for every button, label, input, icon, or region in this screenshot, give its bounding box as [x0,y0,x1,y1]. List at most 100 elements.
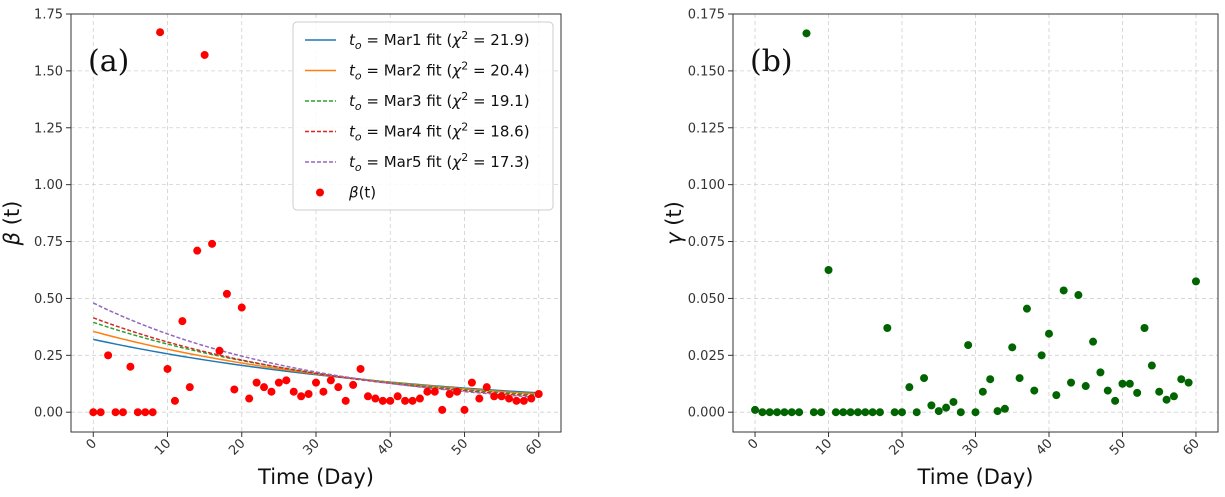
x-tick-label: 30 [960,436,982,458]
data-point [378,396,387,405]
data-point [1008,343,1017,352]
legend-mid: = Mar1 fit ( [362,31,453,49]
data-point [942,403,951,412]
data-point [475,394,484,403]
fit-line-series-4 [93,317,539,398]
data-point [817,408,826,417]
legend-t: t [349,123,356,141]
data-point [341,396,350,405]
x-tick-label: 0 [84,436,100,452]
legend-mid: = Mar4 fit ( [362,123,453,141]
data-point [438,405,447,414]
data-point [230,385,239,394]
data-point [141,408,150,417]
data-point [1037,351,1046,360]
data-point [934,407,943,416]
y-tick-label: 0.25 [34,349,63,364]
x-tick-label: 40 [1034,436,1056,458]
legend-chi: χ [451,31,462,49]
data-point [758,408,767,417]
legend-sub: o [355,131,362,144]
data-point [1059,286,1068,295]
data-point [104,351,113,360]
y-tick-label: 0.100 [688,178,725,193]
data-point [831,408,840,417]
data-point [363,392,372,401]
y-tick-label: 0.050 [688,292,725,307]
y-tick-label: 1.50 [34,64,63,79]
data-point [890,408,899,417]
data-point [824,265,833,274]
data-point [1155,387,1164,396]
data-point [267,387,276,396]
x-tick-label: 0 [745,436,761,452]
y-tick-label: 0.075 [688,235,725,250]
data-point [178,317,187,326]
legend-end: = 18.6) [468,123,529,141]
data-point [1125,379,1134,388]
x-tick-label: 50 [1107,436,1129,458]
panel-b: 0.000 0.025 0.050 0.075 0.100 0.125 0.150 0.175… [662,8,1219,489]
data-point [170,396,179,405]
legend-box [292,21,554,211]
y-axis-suffix: (t) [662,201,686,232]
data-point [423,387,432,396]
y-axis-symbol: β [0,232,24,246]
data-point [497,392,506,401]
legend-chi: χ [451,123,462,141]
y-tick-label: 1.00 [34,178,63,193]
data-point [993,407,1002,416]
data-point [787,408,796,417]
data-point [393,392,402,401]
data-point [846,408,855,417]
x-tick-label: 10 [813,436,835,458]
data-point [252,378,261,387]
data-point [490,392,499,401]
data-point [773,408,782,417]
data-point [208,239,217,248]
data-point [1096,368,1105,377]
data-point [1140,324,1149,333]
fit-line-series-5 [92,302,539,399]
y-tick-label: 0.125 [688,121,725,136]
legend-exp: 2 [461,29,468,42]
data-point [274,378,283,387]
data-point [512,396,521,405]
data-point [133,408,142,417]
data-point [1162,395,1171,404]
y-tick-label: 0.75 [34,235,63,250]
data-point [949,397,958,406]
data-point [971,408,980,417]
data-point [1030,386,1039,395]
data-point [401,396,410,405]
data-point [1022,304,1031,313]
data-point [1191,277,1200,286]
data-point [156,28,165,37]
data-point [415,394,424,403]
legend-end: = 21.9) [468,31,529,49]
x-axis-label: Time (Day) [917,465,1034,489]
fit-line-series-1 [93,338,539,394]
data-point [96,408,105,417]
legend-chi: χ [451,92,462,110]
data-point [304,390,313,398]
y-tick-label: 0.00 [34,406,63,421]
data-point [1015,374,1024,383]
data-point [1103,386,1112,395]
data-point [956,408,965,417]
data-point [751,405,760,414]
data-point [1052,391,1061,400]
legend-sub: o [355,161,362,174]
data-point [215,346,224,355]
x-tick-label: 30 [301,436,323,458]
y-tick-label: 1.25 [34,121,63,136]
legend: to = Mar1 fit (χ2 = 21.9)to = Mar2 fit (… [292,21,554,211]
data-point [148,408,157,417]
legend-entry-scatter: β(t) [348,184,376,202]
data-point [386,396,395,405]
x-tick-label: 20 [887,436,909,458]
data-point [430,387,439,396]
legend-beta-suffix: (t) [359,184,377,202]
data-point [1169,392,1178,401]
data-point [111,408,120,417]
